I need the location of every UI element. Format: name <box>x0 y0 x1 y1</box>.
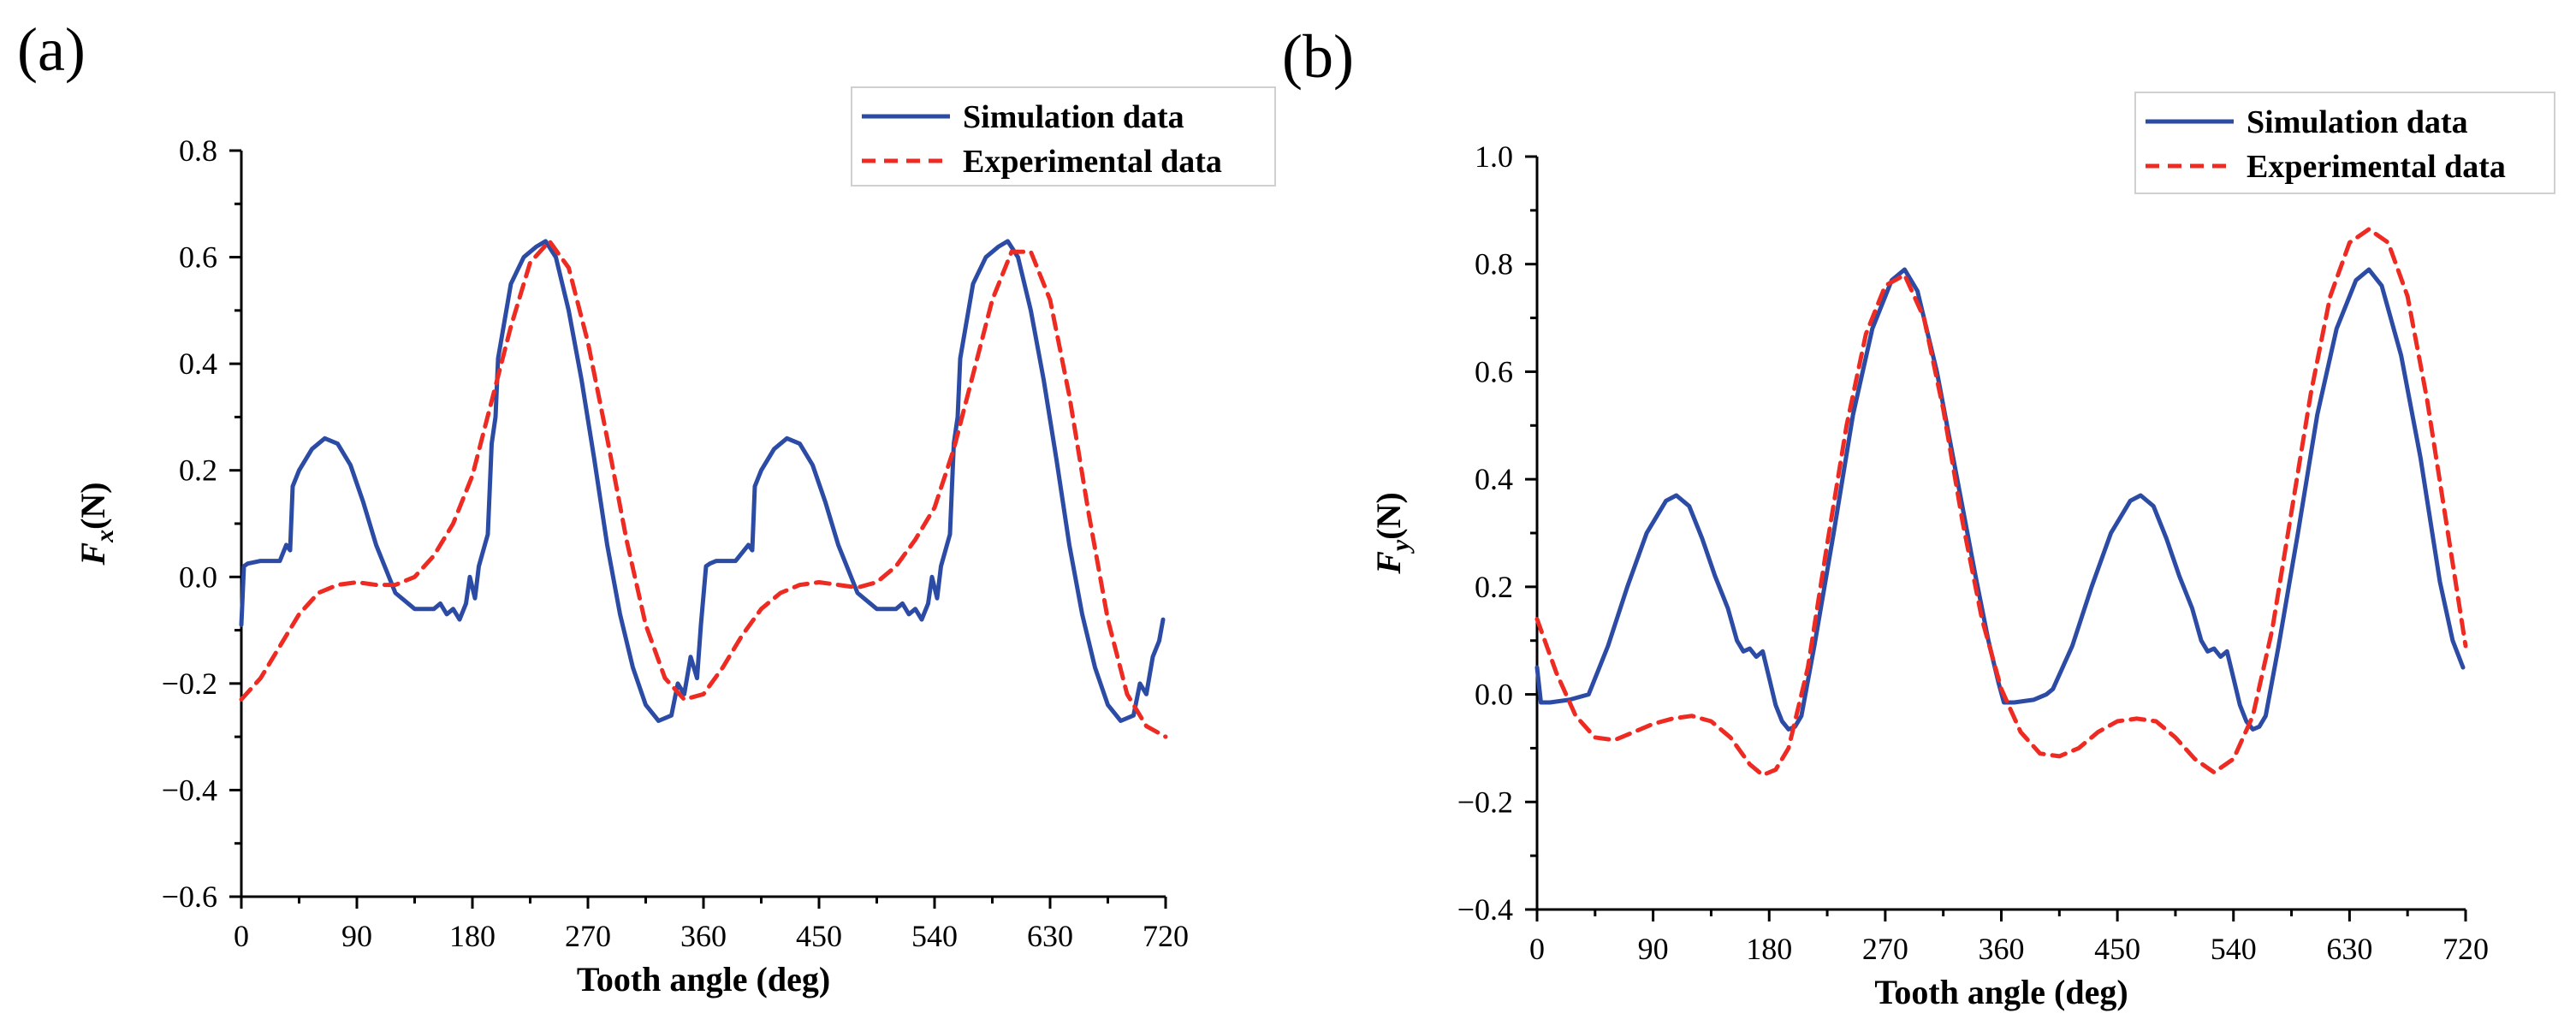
x-axis-title: Tooth angle (deg) <box>577 960 830 998</box>
y-tick-label: 0.2 <box>1475 570 1513 604</box>
x-tick-label: 0 <box>1529 932 1545 966</box>
simulation-data-line <box>239 239 1166 723</box>
experimental-data-line <box>239 239 1168 739</box>
x-tick-label: 450 <box>796 919 842 953</box>
y-tick-label: 0.4 <box>179 347 217 381</box>
x-tick-label: 540 <box>2211 932 2257 966</box>
y-tick-label: −0.4 <box>162 773 217 807</box>
panel-label: (b) <box>1282 22 1354 91</box>
y-tick-label: 0.8 <box>1475 247 1513 281</box>
y-axis-subscript: x <box>91 530 119 543</box>
x-tick-label: 360 <box>680 919 727 953</box>
x-axis-title: Tooth angle (deg) <box>1874 973 2128 1011</box>
y-tick-label: 1.0 <box>1475 139 1513 174</box>
legend-label-experimental: Experimental data <box>2247 149 2506 185</box>
y-tick-label: 0.8 <box>179 133 217 168</box>
x-tick-label: 90 <box>1638 932 1669 966</box>
y-tick-label: 0.2 <box>179 453 217 488</box>
y-tick-label: −0.4 <box>1457 892 1513 927</box>
x-tick-label: 360 <box>1979 932 2025 966</box>
x-tick-label: 630 <box>2326 932 2372 966</box>
y-axis-unit: (N) <box>74 482 112 530</box>
x-tick-label: 270 <box>565 919 611 953</box>
x-tick-label: 540 <box>911 919 958 953</box>
legend-label-simulation: Simulation data <box>963 99 1184 135</box>
y-tick-label: −0.2 <box>162 667 217 701</box>
panel-b: (b) 0 90 180 270 360 450 540 630 720 −0.4 −0.2 0.0 0.… <box>1282 22 2555 1011</box>
x-tick-label: 720 <box>2442 932 2489 966</box>
y-tick-label: −0.2 <box>1457 785 1513 819</box>
y-axis-unit: (N) <box>1369 492 1408 540</box>
x-tick-label: 270 <box>1862 932 1908 966</box>
x-tick-label: 720 <box>1143 919 1189 953</box>
legend-label-experimental: Experimental data <box>963 144 1222 180</box>
y-tick-label: 0.0 <box>1475 678 1513 712</box>
simulation-data-line <box>1534 267 2466 732</box>
y-axis-symbol: F <box>1369 551 1408 575</box>
y-tick-label: 0.6 <box>1475 354 1513 388</box>
legend-label-simulation: Simulation data <box>2247 104 2468 140</box>
legend-box <box>2134 92 2555 194</box>
x-tick-label: 450 <box>2094 932 2140 966</box>
x-tick-label: 0 <box>234 919 249 953</box>
y-tick-label: 0.6 <box>179 240 217 275</box>
experimental-data-line <box>1534 227 2468 778</box>
x-tick-label: 630 <box>1027 919 1073 953</box>
y-axis-subscript: y <box>1386 539 1415 554</box>
y-tick-label: 0.0 <box>179 560 217 594</box>
x-tick-label: 180 <box>1746 932 1792 966</box>
legend-box <box>851 86 1276 187</box>
y-tick-label: 0.4 <box>1475 462 1513 496</box>
y-axis-symbol: F <box>74 542 112 566</box>
legend: Simulation data Experimental data <box>2134 92 2555 194</box>
x-tick-label: 180 <box>449 919 496 953</box>
legend: Simulation data Experimental data <box>851 86 1276 187</box>
y-axis-title: Fx(N) <box>74 482 119 566</box>
y-tick-label: −0.6 <box>162 880 217 914</box>
x-tick-label: 90 <box>341 919 372 953</box>
y-axis-title: Fy(N) <box>1369 492 1415 575</box>
panel-a: (a) 0 90 180 270 360 450 540 630 720 −0.6 −0.4 −0.2 0… <box>17 15 1276 998</box>
panel-label: (a) <box>17 15 86 84</box>
